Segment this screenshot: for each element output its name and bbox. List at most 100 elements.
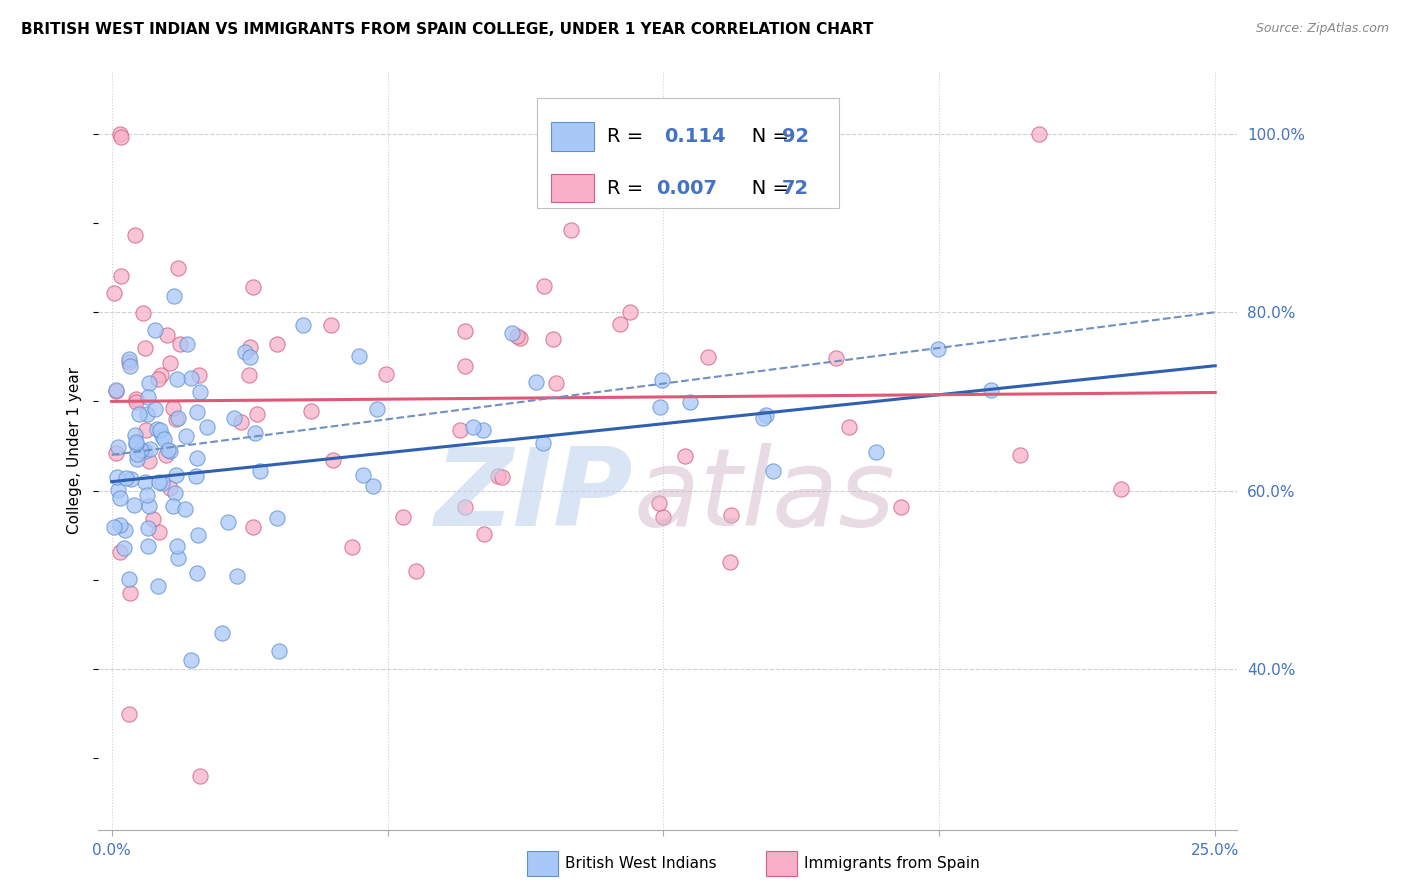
Point [486,468,509,483]
Point [266,336,288,351]
Point [122,498,145,512]
Point [249,464,271,478]
Point [148,475,170,489]
Point [162,499,184,513]
Point [156,442,179,457]
Text: R =: R = [607,178,650,197]
Text: ZIP: ZIP [436,443,634,549]
Point [174,429,197,443]
Point [186,566,208,581]
Point [107,483,129,497]
Point [501,326,523,340]
Bar [527,851,558,876]
Point [136,407,159,421]
Point [375,368,398,382]
Point [454,500,477,514]
Point [176,337,198,351]
Point [752,411,775,425]
Point [679,395,702,409]
Point [180,371,202,385]
Point [134,342,156,356]
Point [347,349,370,363]
Point [124,434,146,449]
Point [125,437,148,451]
Point [108,491,131,505]
Text: N =: N = [733,127,794,146]
Point [107,441,129,455]
FancyBboxPatch shape [537,98,839,208]
Text: 92: 92 [782,127,808,146]
Point [138,539,160,553]
Point [166,372,188,386]
Point [149,423,172,437]
Bar [551,174,593,202]
Point [217,515,239,529]
Point [135,423,157,437]
Point [544,376,567,391]
Text: Source: ZipAtlas.com: Source: ZipAtlas.com [1256,22,1389,36]
Point [142,512,165,526]
Text: atlas: atlas [634,443,896,549]
Point [609,317,631,331]
Point [186,450,208,465]
Point [242,520,264,534]
Point [461,419,484,434]
Point [246,408,269,422]
Bar [766,851,797,876]
Point [165,468,187,483]
Point [138,500,160,514]
Point [186,405,208,419]
Point [143,323,166,337]
Point [755,408,778,422]
Point [138,454,160,468]
Point [342,540,364,554]
Point [509,331,531,345]
Point [838,420,860,434]
Point [980,384,1002,398]
Point [366,402,388,417]
Point [1111,482,1133,496]
Point [104,383,127,397]
Point [134,443,156,458]
Point [169,337,191,351]
Point [865,445,887,459]
Point [103,285,125,300]
Point [138,390,160,404]
Point [132,306,155,320]
Point [143,402,166,417]
Point [491,469,513,483]
Point [269,644,291,658]
Point [139,442,162,457]
Point [110,268,132,283]
Point [108,518,131,533]
Text: 25.0%: 25.0% [1191,843,1240,858]
Point [238,368,260,383]
Point [321,318,343,333]
Point [167,260,190,275]
Point [472,423,495,437]
Point [560,223,582,237]
Point [352,467,374,482]
Point [361,479,384,493]
Point [150,428,173,442]
Text: 0.007: 0.007 [657,178,717,197]
Point [188,769,211,783]
Point [454,359,477,373]
Point [391,509,413,524]
Point [114,541,136,555]
Point [128,407,150,421]
Point [167,410,190,425]
Point [762,463,785,477]
Point [159,356,181,370]
Point [405,564,427,578]
Point [195,420,218,434]
Point [159,481,181,495]
Point [174,501,197,516]
Point [927,342,949,356]
Point [242,280,264,294]
Point [148,524,170,539]
Point [226,569,249,583]
Text: Immigrants from Spain: Immigrants from Spain [804,856,980,871]
Point [138,376,160,390]
Point [239,340,262,354]
